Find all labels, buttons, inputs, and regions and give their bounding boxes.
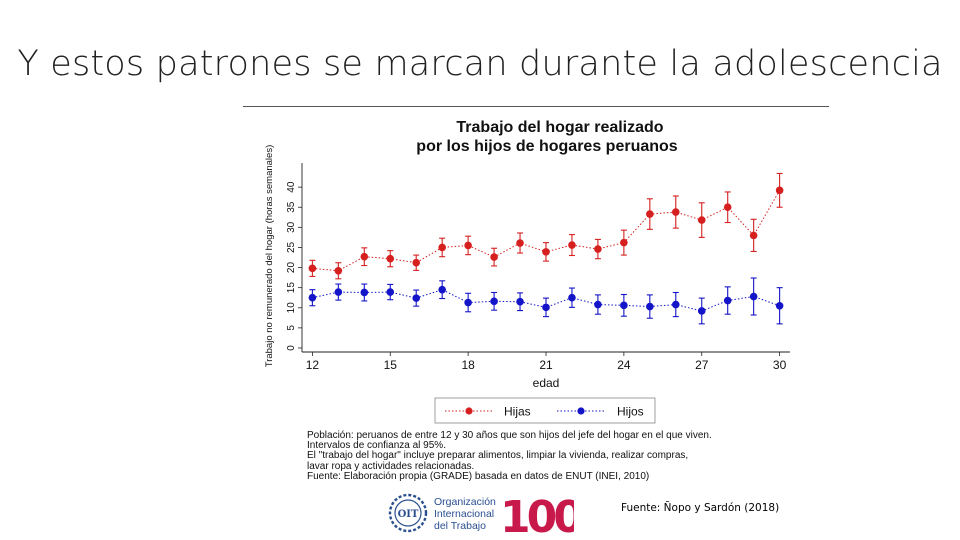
hijas-point xyxy=(646,210,654,218)
y-tick-label: 15 xyxy=(286,282,297,294)
hijas-point xyxy=(308,264,317,273)
hijos-point xyxy=(775,301,784,310)
y-tick-label: 20 xyxy=(286,262,297,274)
hijas-point xyxy=(620,238,628,247)
hijas-point xyxy=(542,248,550,256)
x-axis-label: edad xyxy=(533,376,560,390)
hijas-point xyxy=(334,266,343,275)
oit-emblem-text: OIT xyxy=(398,509,419,520)
hijos-point xyxy=(671,300,680,309)
legend-hijas-marker xyxy=(465,407,473,415)
hijos-point xyxy=(438,285,446,294)
oit-name-line: del Trabajo xyxy=(434,520,486,532)
y-tick-label: 5 xyxy=(286,325,297,331)
oit-name-line: Organización xyxy=(434,496,496,508)
hijas-point xyxy=(490,253,498,261)
centenary-text: 100 xyxy=(500,492,574,538)
source-citation: Fuente: Ñopo y Sardón (2018) xyxy=(621,502,780,514)
note-line: Población: peruanos de entre 12 y 30 año… xyxy=(307,430,712,441)
hijos-point xyxy=(749,292,758,301)
hijas-point xyxy=(723,203,732,212)
hijos-point xyxy=(386,288,395,296)
hijas-point xyxy=(568,241,576,249)
hijos-point xyxy=(464,298,472,307)
hijas-point xyxy=(360,252,369,261)
y-tick-label: 40 xyxy=(286,181,297,193)
hijas-point xyxy=(749,231,758,240)
y-axis-label: Trabajo no remunerado del hogar (horas s… xyxy=(264,145,275,368)
oit-name-line: Internacional xyxy=(434,508,495,520)
x-tick-label: 30 xyxy=(773,358,787,372)
chart-title-line-1: Trabajo del hogar realizado xyxy=(456,119,663,136)
hijas-point xyxy=(516,239,524,247)
hijos-point xyxy=(308,293,317,302)
x-tick-label: 15 xyxy=(384,358,398,372)
hijos-point xyxy=(594,300,602,309)
y-tick-label: 35 xyxy=(286,201,297,213)
hijas-point xyxy=(412,258,421,267)
note-line: lavar ropa y actividades relacionadas. xyxy=(307,460,475,472)
hijos-point xyxy=(334,288,343,296)
hijas-point xyxy=(671,208,680,216)
hijos-point xyxy=(723,296,732,305)
legend-hijos-label: Hijos xyxy=(617,405,644,419)
y-tick-label: 25 xyxy=(286,241,297,253)
legend-hijos-marker xyxy=(577,407,585,415)
y-tick-label: 10 xyxy=(286,302,297,314)
note-line: El "trabajo del hogar" incluye preparar … xyxy=(307,450,689,462)
hijos-point xyxy=(620,301,628,310)
oit-emblem-logo: OIT xyxy=(388,493,428,533)
hijos-point xyxy=(360,288,369,297)
x-tick-label: 21 xyxy=(539,358,553,372)
hijas-point xyxy=(775,186,784,195)
hijas-point xyxy=(464,241,472,250)
x-tick-label: 18 xyxy=(461,358,475,372)
hijos-point xyxy=(542,303,550,312)
hijos-point xyxy=(568,293,576,302)
oit-name: Organización Internacional del Trabajo xyxy=(434,496,496,532)
note-line: Intervalos de confianza al 95%. xyxy=(307,440,446,452)
slide-title: Y estos patrones se marcan durante la ad… xyxy=(17,44,943,84)
x-tick-label: 27 xyxy=(695,358,709,372)
y-tick-label: 30 xyxy=(286,221,297,233)
x-tick-label: 12 xyxy=(306,358,320,372)
x-tick-label: 24 xyxy=(617,358,631,372)
hijos-point xyxy=(646,302,654,311)
chart-notes: Población: peruanos de entre 12 y 30 año… xyxy=(307,430,767,482)
hijas-point xyxy=(697,216,706,224)
centenary-logo: 100 xyxy=(500,492,574,538)
hijos-point xyxy=(490,297,498,306)
y-tick-label: 0 xyxy=(286,345,297,351)
hijas-point xyxy=(594,245,602,253)
hijas-point xyxy=(386,254,395,263)
legend-hijas-label: Hijas xyxy=(504,405,531,419)
hijos-point xyxy=(516,297,524,306)
note-line: Fuente: Elaboración propia (GRADE) basad… xyxy=(307,470,650,482)
chart-title-line-2: por los hijos de hogares peruanos xyxy=(416,138,677,155)
hijos-point xyxy=(697,307,706,315)
title-divider xyxy=(243,106,829,107)
hijas-point xyxy=(438,243,446,252)
hijos-point xyxy=(412,294,421,302)
chart: Trabajo del hogar realizado por los hijo… xyxy=(264,119,790,424)
